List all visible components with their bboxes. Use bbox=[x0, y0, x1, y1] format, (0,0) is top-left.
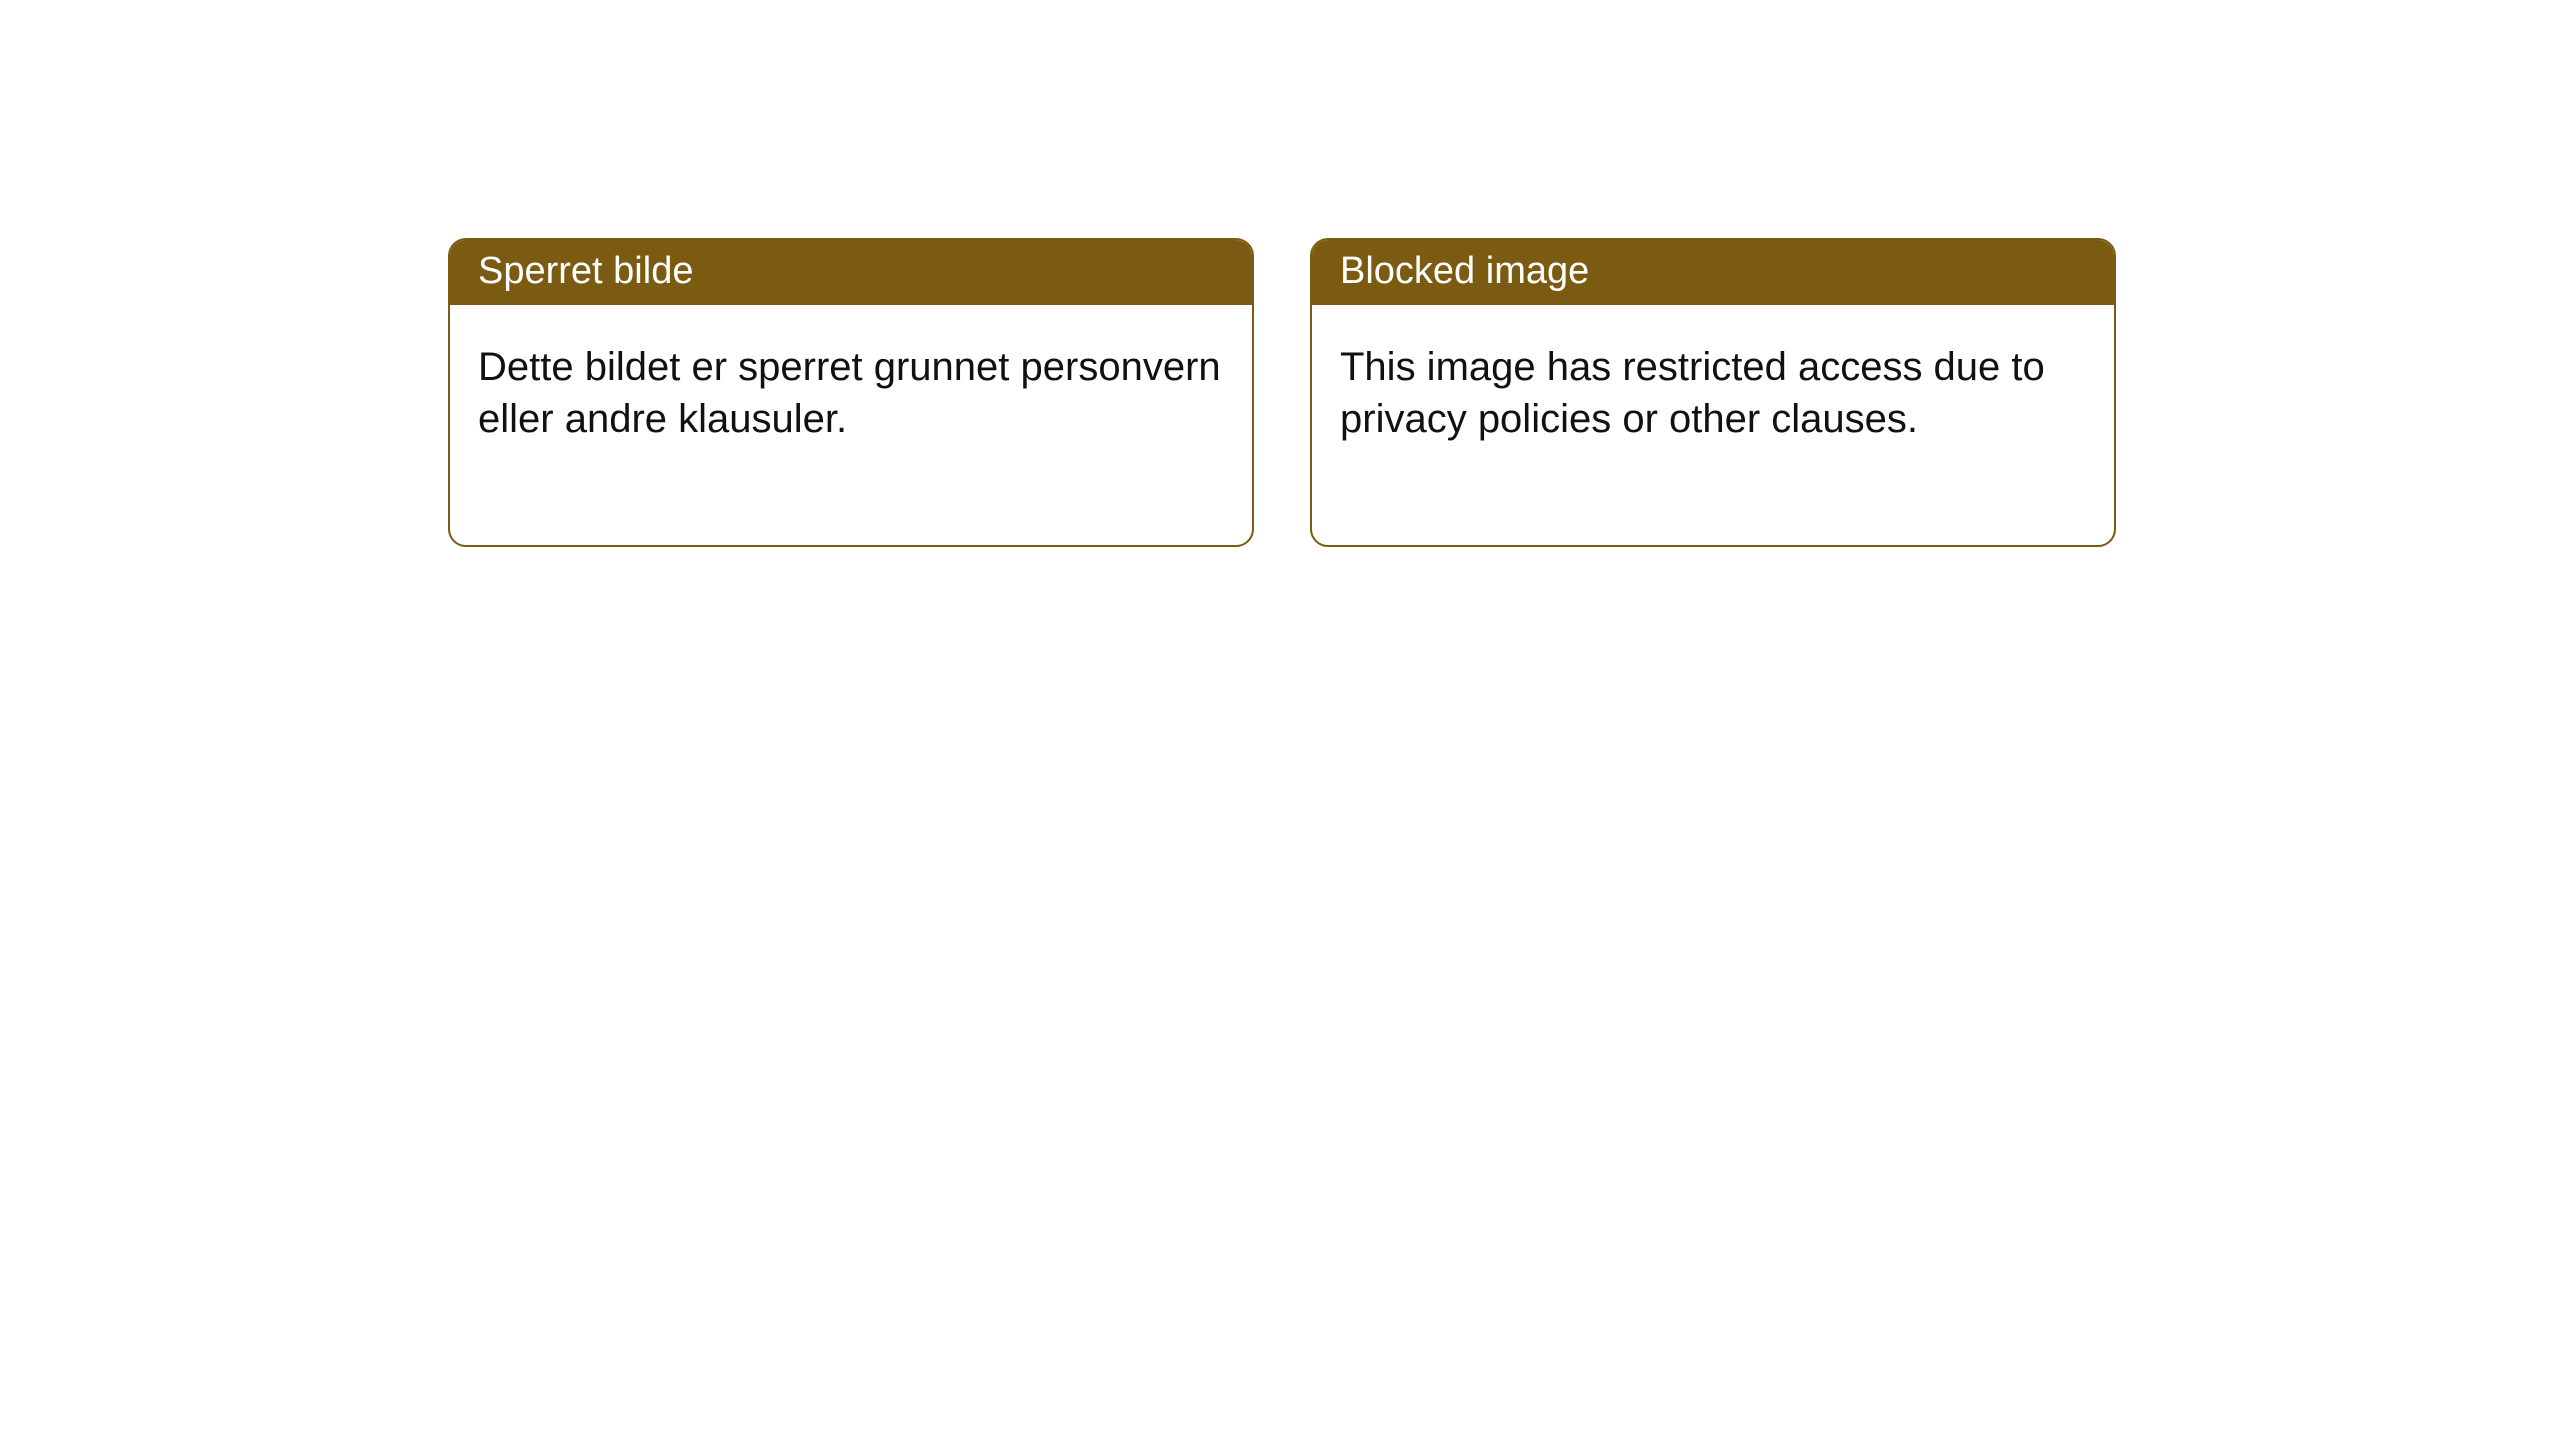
notice-card-en: Blocked image This image has restricted … bbox=[1310, 238, 2116, 547]
notice-header-en: Blocked image bbox=[1312, 240, 2114, 305]
notice-card-no: Sperret bilde Dette bildet er sperret gr… bbox=[448, 238, 1254, 547]
notice-body-no: Dette bildet er sperret grunnet personve… bbox=[450, 305, 1252, 545]
notice-container: Sperret bilde Dette bildet er sperret gr… bbox=[448, 238, 2116, 547]
notice-body-en: This image has restricted access due to … bbox=[1312, 305, 2114, 545]
notice-header-no: Sperret bilde bbox=[450, 240, 1252, 305]
